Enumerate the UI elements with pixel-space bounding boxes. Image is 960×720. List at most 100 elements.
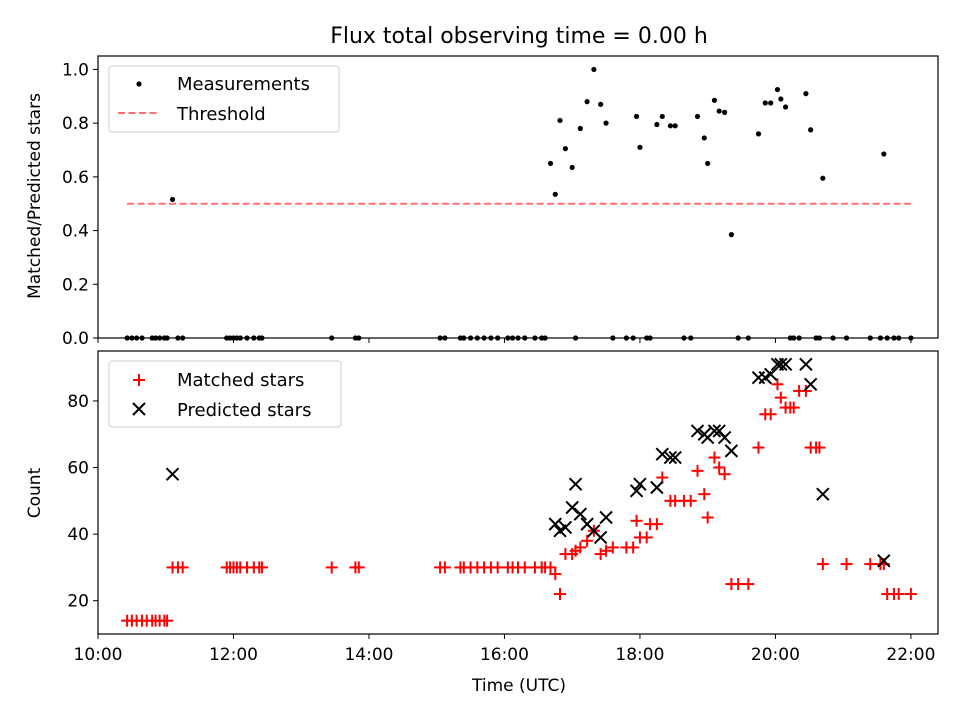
x-tick-label: 22:00: [886, 645, 935, 665]
matched-stars-point: [627, 541, 640, 554]
matched-stars-point: [713, 461, 726, 474]
ratio-panel: Matched/Predicted stars 0.0 0.2 0.4 0.6 0.8 1…: [25, 55, 939, 349]
measurements-point: [591, 66, 597, 73]
count-plot-frame: [97, 350, 939, 635]
matched-stars-point: [904, 588, 917, 601]
measurements-point: [584, 99, 590, 105]
predicted-stars-point: [803, 377, 818, 392]
predicted-stars-point: [778, 357, 793, 372]
predicted-stars-point: [565, 500, 579, 515]
measurements-point: [557, 117, 563, 124]
count-legend: Matched stars Predicted stars: [108, 360, 342, 428]
count-panel: Count Time (UTC) 20 40 60 80 10:00 12:00 14:0…: [25, 350, 939, 696]
matched-stars-point: [438, 561, 451, 574]
x-tick-label: 14:00: [344, 645, 393, 665]
predicted-stars-point: [717, 430, 732, 445]
matched-stars-point: [640, 531, 653, 544]
matched-stars-point: [774, 391, 787, 404]
predicted-stars-point: [633, 477, 647, 491]
measurements-point: [774, 86, 781, 93]
predicted-stars-point: [724, 444, 739, 458]
predicted-stars-point: [763, 367, 778, 382]
ratio-y-tick-label: 0.0: [62, 329, 89, 349]
matched-stars-point: [698, 488, 711, 501]
matched-stars-point: [684, 494, 697, 507]
predicted-stars-point: [655, 447, 669, 461]
measurements-point: [637, 144, 643, 150]
ratio-y-tick-label: 0.6: [62, 168, 89, 188]
measurements-point: [820, 175, 826, 181]
measurements-point: [768, 100, 774, 106]
measurements-point: [633, 113, 640, 120]
matched-stars-point: [708, 451, 721, 464]
measurements-point: [552, 191, 558, 197]
measurements-point: [603, 120, 609, 126]
ratio-plot-frame: [97, 55, 939, 339]
matched-legend-marker: [133, 374, 145, 386]
measurements-point: [169, 196, 176, 203]
predicted-legend-label: Predicted stars: [177, 400, 311, 421]
matched-stars-point: [574, 541, 587, 554]
measurements-point: [711, 97, 718, 103]
measurements-point: [705, 160, 711, 167]
matched-stars-point: [161, 614, 174, 627]
x-tick-label: 10:00: [74, 645, 123, 665]
predicted-stars-point: [573, 507, 588, 521]
measurements-point: [694, 113, 701, 120]
matched-stars-point: [518, 561, 531, 574]
predicted-stars-point: [668, 450, 682, 465]
matched-stars-point: [554, 588, 566, 601]
predicted-stars-point: [774, 357, 788, 372]
measurements-point: [569, 164, 575, 171]
matched-stars-point: [764, 408, 777, 421]
measurements-point: [659, 113, 665, 120]
count-y-tick-label: 40: [67, 525, 89, 545]
matched-legend-label: Matched stars: [177, 370, 304, 391]
measurements-point: [762, 100, 768, 106]
measurements-point: [672, 123, 678, 129]
measurements-point: [701, 135, 707, 141]
matched-stars-point: [732, 578, 745, 591]
ratio-y-tick-label: 0.8: [62, 114, 89, 134]
matched-stars-point: [255, 561, 268, 574]
predicted-stars-point: [707, 424, 722, 438]
count-y-tick-label: 80: [67, 392, 89, 412]
x-axis-label: Time (UTC): [471, 676, 566, 696]
matched-stars-point: [816, 558, 829, 571]
matched-stars-point: [176, 561, 189, 574]
matched-stars-point: [742, 578, 755, 591]
measurements-point: [577, 125, 583, 132]
ratio-legend: Measurements Threshold: [108, 65, 340, 133]
chart-title: Flux total observing time = 0.00 h: [330, 24, 708, 49]
measurements-legend-label: Measurements: [177, 74, 310, 95]
matched-stars-point: [491, 561, 504, 574]
x-tick-label: 16:00: [480, 645, 529, 665]
predicted-stars-point: [629, 484, 644, 498]
matched-stars-point: [752, 441, 765, 454]
matched-stars-point: [549, 568, 562, 581]
measurements-point: [654, 121, 660, 128]
predicted-stars-point: [165, 467, 180, 481]
measurements-point: [728, 232, 734, 238]
matched-stars-point: [600, 544, 613, 557]
ratio-y-tick-label: 1.0: [62, 60, 89, 80]
matched-stars-point: [771, 378, 784, 391]
measurements-legend-marker: [136, 81, 142, 87]
predicted-stars-point: [599, 510, 613, 525]
ratio-y-axis-label: Matched/Predicted stars: [25, 93, 45, 299]
matched-stars-point: [799, 384, 812, 397]
predicted-legend-marker: [132, 402, 146, 416]
matched-stars-point: [718, 468, 731, 481]
measurements-point: [598, 101, 604, 107]
matched-stars-point: [650, 518, 663, 531]
matched-stars-point: [325, 561, 338, 574]
measurements-point: [722, 109, 728, 115]
measurements-point: [782, 104, 789, 110]
matched-stars-point: [813, 441, 826, 454]
measurements-point: [803, 91, 809, 97]
ratio-y-tick-label: 0.4: [62, 222, 89, 242]
predicted-stars-point: [650, 480, 664, 495]
predicted-stars-point: [548, 517, 562, 531]
predicted-stars-point: [663, 450, 678, 465]
predicted-stars-point: [593, 530, 608, 545]
